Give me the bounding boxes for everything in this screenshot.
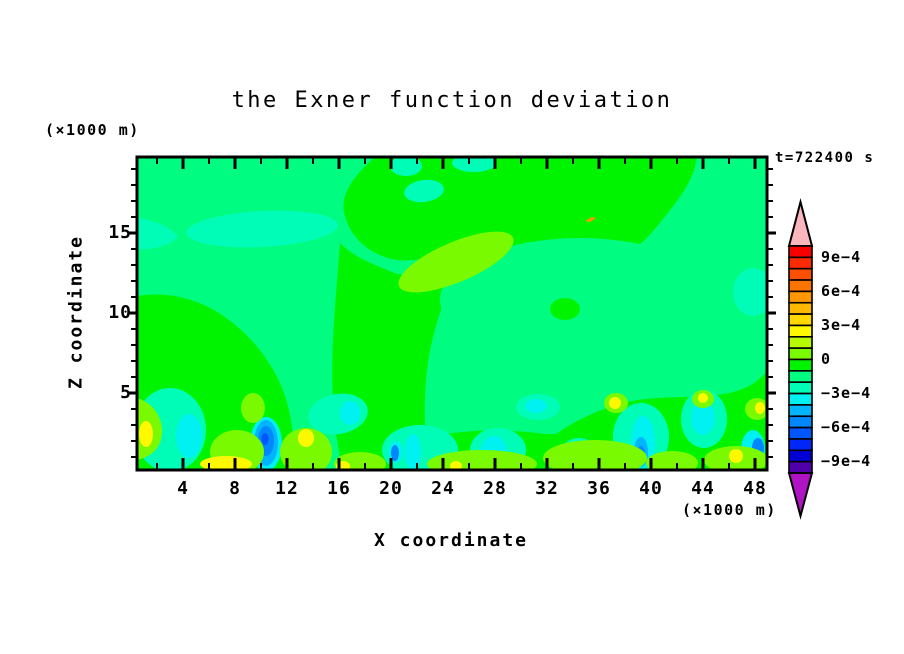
colorbar-step — [788, 404, 813, 418]
contour-region — [646, 451, 698, 470]
contour-region — [450, 461, 462, 470]
contour-region — [452, 157, 496, 172]
plot-title: the Exner function deviation — [231, 88, 673, 113]
x-tick-label: 20 — [379, 478, 403, 499]
contour-region — [691, 401, 715, 435]
colorbar-under-arrow — [787, 472, 814, 520]
y-tick-label: 15 — [108, 222, 132, 243]
contour-region — [340, 401, 360, 425]
contour-region — [550, 298, 580, 320]
contour-region — [390, 157, 422, 176]
contour-region — [241, 393, 265, 423]
x-tick-label: 8 — [229, 478, 241, 499]
colorbar-step — [788, 392, 813, 406]
colorbar-step — [788, 335, 813, 349]
contour-region — [609, 397, 621, 409]
x-tick-label: 44 — [691, 478, 715, 499]
colorbar-tick-label: 0 — [821, 350, 832, 368]
colorbar-step — [788, 279, 813, 293]
colorbar-step — [788, 426, 813, 440]
x-tick-label: 48 — [743, 478, 767, 499]
colorbar-step — [788, 347, 813, 361]
x-tick-label: 12 — [275, 478, 299, 499]
colorbar-tick-label: −9e−4 — [821, 452, 872, 471]
colorbar-step — [788, 267, 813, 281]
contour-region — [440, 238, 720, 362]
contour-region — [200, 456, 252, 470]
contour-region — [733, 268, 767, 316]
contour-region — [176, 414, 202, 458]
x-tick-label: 4 — [177, 478, 189, 499]
axis-ticks — [128, 158, 776, 469]
y-axis-unit: (×1000 m) — [45, 121, 140, 139]
contour-region — [298, 429, 314, 447]
colorbar — [787, 198, 814, 520]
colorbar-step — [788, 358, 813, 372]
x-tick-label: 32 — [535, 478, 559, 499]
colorbar-step — [788, 460, 813, 474]
colorbar-step — [788, 438, 813, 452]
x-tick-label: 36 — [587, 478, 611, 499]
contour-region — [755, 402, 765, 414]
x-axis-label: X coordinate — [373, 530, 529, 551]
colorbar-tick-label: −3e−4 — [821, 384, 872, 403]
colorbar-step — [788, 415, 813, 429]
colorbar-tick-label: 3e−4 — [821, 315, 862, 334]
contour-region — [543, 440, 647, 470]
colorbar-step — [788, 370, 813, 384]
plot-frame — [135, 155, 769, 472]
contour-region — [137, 218, 178, 250]
contour-region — [391, 445, 399, 461]
contour-field — [137, 157, 767, 470]
contour-region — [698, 393, 708, 403]
y-tick-label: 10 — [108, 302, 132, 323]
colorbar-tick-label: −6e−4 — [821, 418, 872, 437]
colorbar-step — [788, 256, 813, 270]
contour-region — [139, 421, 153, 447]
colorbar-step — [788, 449, 813, 463]
contour-region — [186, 210, 338, 248]
contour-region — [405, 434, 421, 470]
colorbar-step — [788, 381, 813, 395]
time-stamp: t=722400 s — [775, 150, 875, 166]
contour-region — [729, 449, 743, 463]
contour-region — [280, 428, 332, 470]
y-axis-label: Z coordinate — [65, 234, 87, 390]
contour-region — [525, 399, 547, 413]
contour-region — [261, 433, 269, 445]
x-axis-unit: (×1000 m) — [682, 501, 777, 519]
contour-region — [585, 217, 596, 222]
x-tick-label: 28 — [483, 478, 507, 499]
colorbar-step — [788, 245, 813, 259]
contour-region — [404, 179, 444, 203]
x-tick-label: 16 — [327, 478, 351, 499]
colorbar-over-arrow — [787, 198, 814, 247]
colorbar-tick-label: 9e−4 — [821, 247, 862, 266]
colorbar-step — [788, 324, 813, 338]
colorbar-step — [788, 301, 813, 315]
y-tick-label: 5 — [120, 382, 132, 403]
x-tick-label: 24 — [431, 478, 455, 499]
x-tick-label: 40 — [639, 478, 663, 499]
colorbar-tick-label: 6e−4 — [821, 281, 862, 300]
colorbar-step — [788, 290, 813, 304]
colorbar-step — [788, 313, 813, 327]
contour-region — [398, 231, 514, 293]
